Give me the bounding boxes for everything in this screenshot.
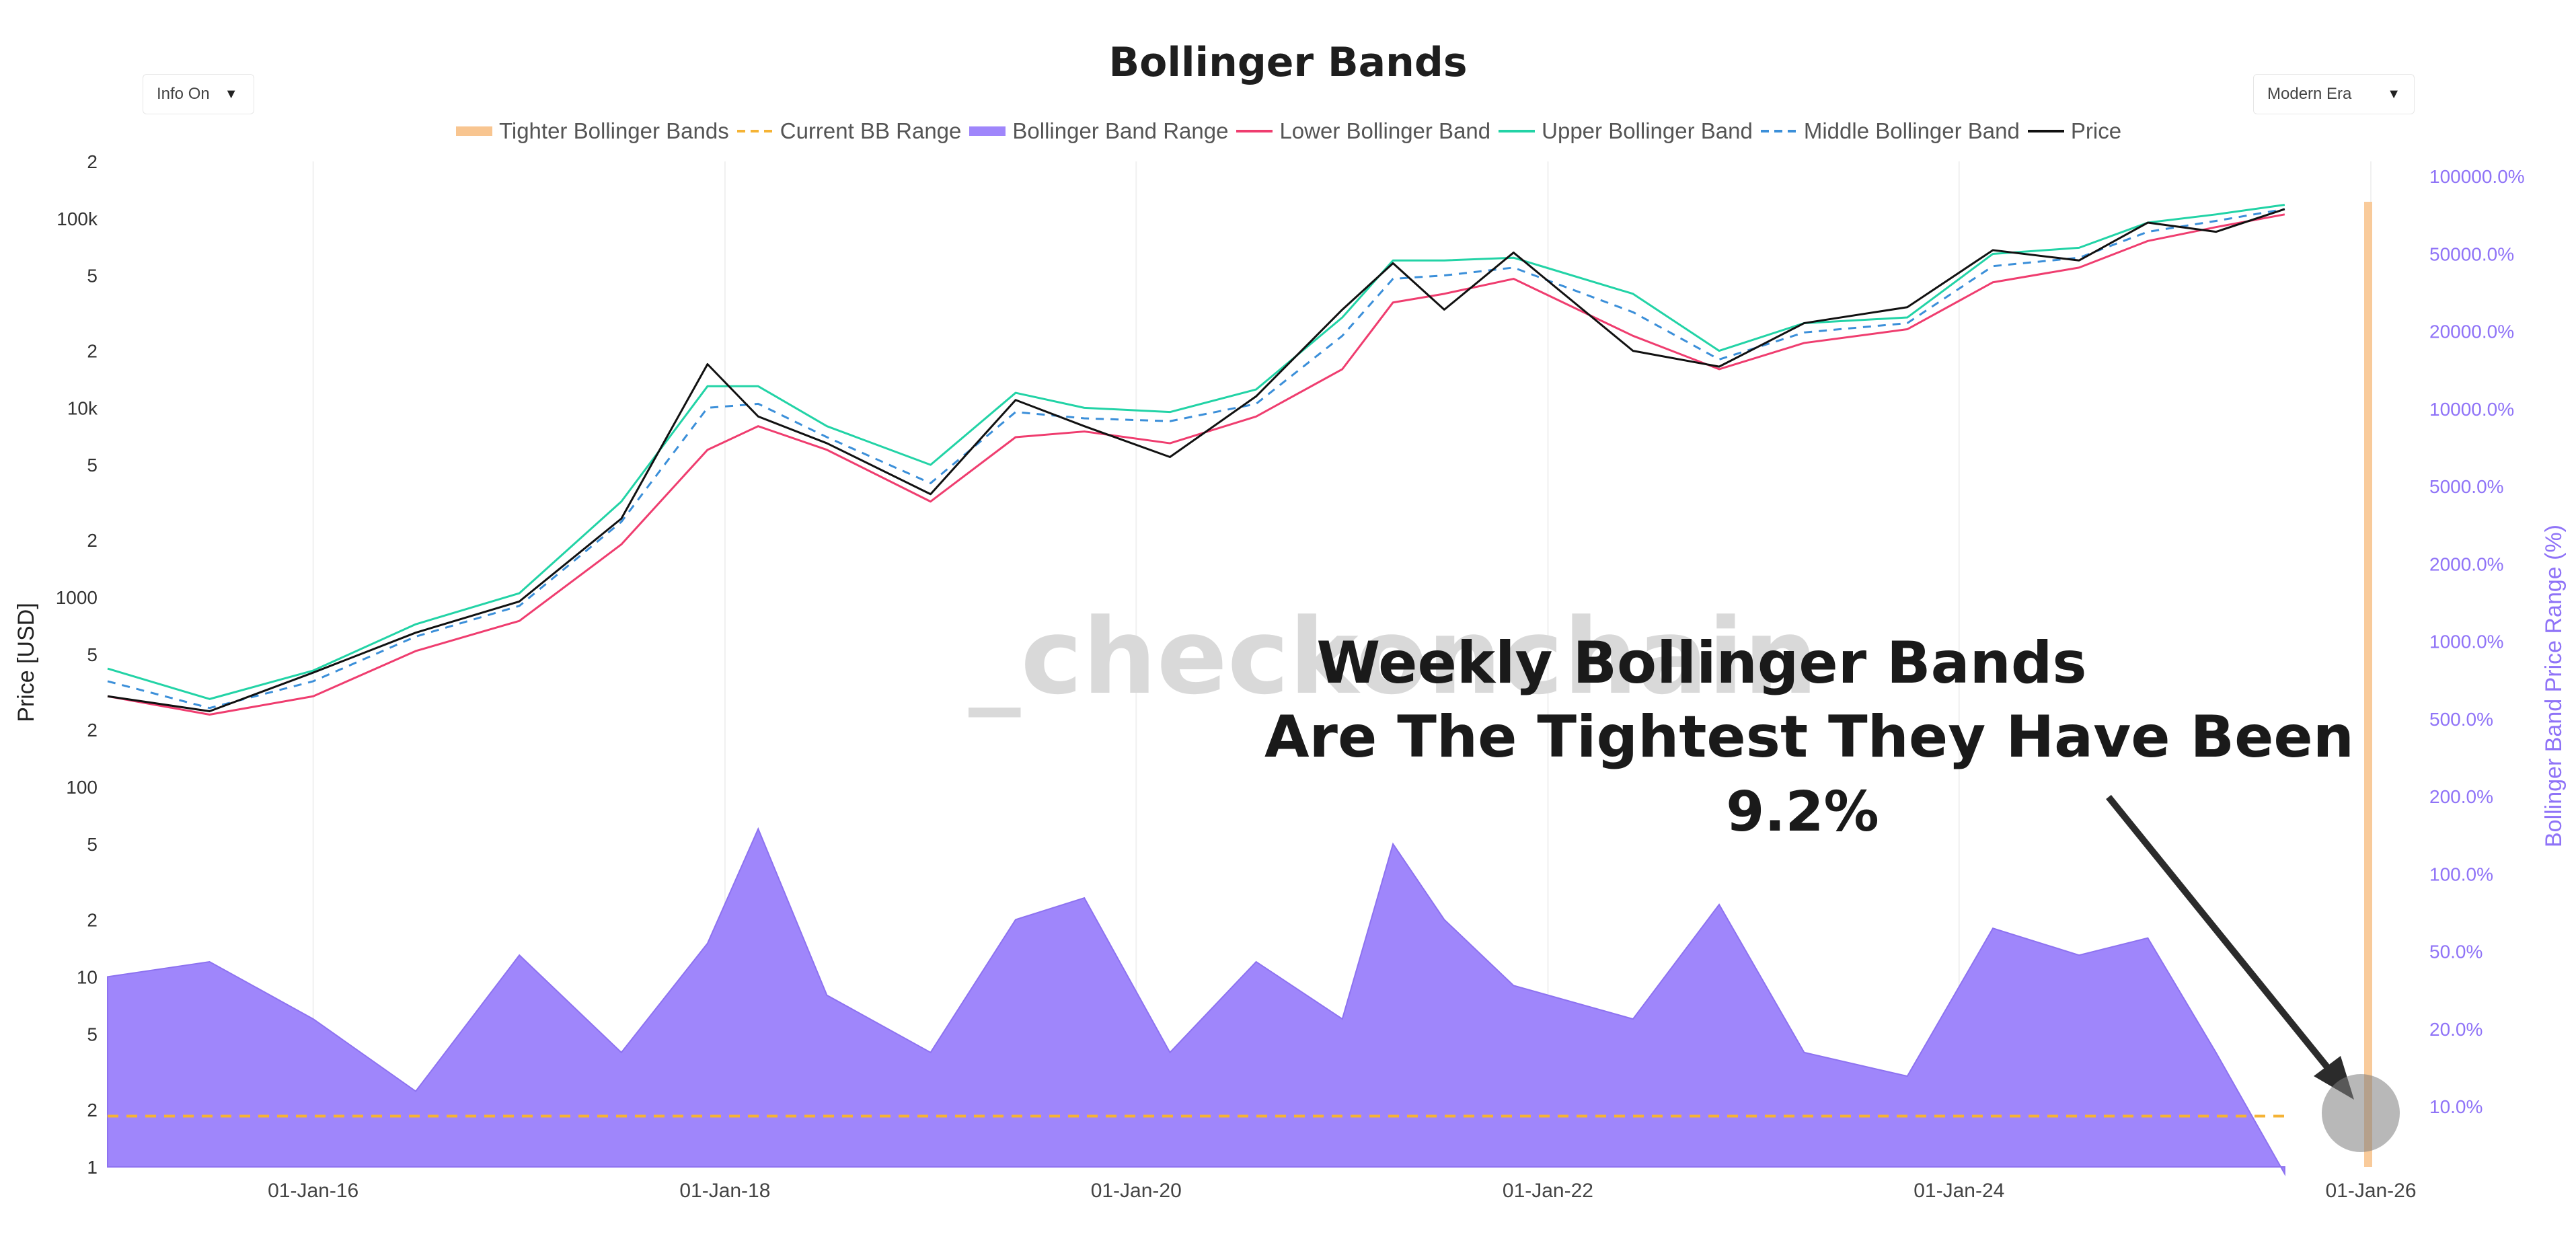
legend-label: Price [2070, 118, 2122, 143]
y-left-tick-label: 2 [87, 151, 98, 172]
legend-item[interactable]: Lower Bollinger Band [1235, 118, 1490, 144]
annotation-line-3: 9.2% [1726, 780, 1879, 844]
legend-swatch [2027, 130, 2064, 132]
legend-label: Lower Bollinger Band [1279, 118, 1491, 143]
y-left-tick-label: 1000 [56, 587, 98, 608]
y-left-tick-label: 100k [56, 208, 98, 229]
info-toggle-dropdown[interactable]: Info On ▼ [143, 74, 254, 114]
watermark: _checkonchain [969, 596, 1818, 718]
middle-bollinger-band-series [107, 208, 2285, 710]
y-left-tick-label: 5 [87, 266, 98, 287]
chart-legend: Tighter Bollinger Bands Current BB Range B… [0, 118, 2576, 144]
annotation-arrow [2106, 794, 2400, 1152]
y-right-tick-label: 20000.0% [2429, 321, 2514, 342]
chart-title: Bollinger Bands [1108, 39, 1468, 86]
y-left-range-tick-label: 100 [66, 777, 98, 798]
y-right-tick-label: 10.0% [2429, 1096, 2483, 1117]
y-right-tick-label: 5000.0% [2429, 476, 2504, 497]
legend-swatch [1760, 130, 1797, 132]
x-tick-label: 01-Jan-20 [1091, 1180, 1182, 1202]
y-right-tick-label: 100000.0% [2429, 166, 2525, 187]
x-tick-label: 01-Jan-16 [268, 1180, 358, 1202]
legend-label: Bollinger Band Range [1012, 118, 1229, 143]
legend-item[interactable]: Current BB Range [736, 118, 962, 144]
chevron-down-icon: ▼ [2387, 86, 2400, 102]
legend-label: Upper Bollinger Band [1542, 118, 1753, 143]
y-right-tick-label: 50.0% [2429, 942, 2483, 962]
lower-bollinger-band-series [107, 213, 2285, 716]
y-left-range-tick-label: 5 [87, 834, 98, 855]
bollinger-lines [107, 204, 2285, 716]
y-right-tick-label: 2000.0% [2429, 554, 2504, 574]
legend-label: Middle Bollinger Band [1803, 118, 2020, 143]
bb-range-area [107, 202, 2372, 1177]
legend-label: Tighter Bollinger Bands [498, 118, 729, 143]
legend-swatch [736, 130, 773, 132]
y-left-axis-title: Price [USD] [13, 603, 39, 722]
y-left-tick-label: 10k [67, 397, 98, 418]
chevron-down-icon: ▼ [224, 86, 238, 102]
y-left-tick-label: 2 [87, 720, 98, 740]
y-left-range-tick-label: 10 [77, 966, 98, 987]
y-right-axis-title: Bollinger Band Price Range (%) [2541, 525, 2567, 847]
y-right-tick-label: 10000.0% [2429, 399, 2514, 420]
x-tick-label: 01-Jan-26 [2325, 1180, 2416, 1202]
y-right-tick-label: 100.0% [2429, 864, 2493, 884]
y-right-tick-label: 500.0% [2429, 709, 2493, 730]
annotation-line-2: Are The Tightest They Have Been [1264, 703, 2354, 771]
legend-label: Current BB Range [780, 118, 962, 143]
y-left-range-tick-label: 2 [87, 1100, 98, 1120]
highlight-circle [2322, 1074, 2400, 1152]
legend-item[interactable]: Middle Bollinger Band [1759, 118, 2020, 144]
legend-swatch [1236, 130, 1273, 132]
tighter-bb-marker [2364, 202, 2372, 1167]
legend-swatch [455, 126, 492, 136]
arrow-shaft [2106, 794, 2340, 1082]
axes: 01-Jan-16 01-Jan-18 01-Jan-20 01-Jan-22 01-J… [13, 151, 2567, 1202]
y-left-tick-label: 2 [87, 341, 98, 362]
price-series [107, 208, 2285, 713]
era-select-label: Modern Era [2267, 85, 2352, 103]
x-tick-label: 01-Jan-18 [679, 1180, 770, 1202]
y-left-range-tick-label: 2 [87, 909, 98, 930]
y-left-tick-label: 2 [87, 530, 98, 551]
y-right-tick-label: 20.0% [2429, 1019, 2483, 1040]
legend-item[interactable]: Tighter Bollinger Bands [455, 118, 729, 144]
x-tick-label: 01-Jan-22 [1503, 1180, 1593, 1202]
x-tick-label: 01-Jan-24 [1914, 1180, 2004, 1202]
legend-item[interactable]: Bollinger Band Range [968, 118, 1228, 144]
info-toggle-label: Info On [157, 85, 210, 103]
annotation-line-1: Weekly Bollinger Bands [1316, 630, 2087, 697]
y-left-tick-label: 5 [87, 455, 98, 476]
legend-item[interactable]: Price [2026, 118, 2121, 144]
bb-range-series [107, 827, 2285, 1177]
upper-bollinger-band-series [107, 204, 2285, 700]
y-left-tick-label: 5 [87, 644, 98, 665]
legend-swatch [969, 126, 1006, 136]
era-select-dropdown[interactable]: Modern Era ▼ [2253, 74, 2415, 114]
legend-item[interactable]: Upper Bollinger Band [1497, 118, 1753, 144]
y-right-tick-label: 50000.0% [2429, 243, 2514, 264]
legend-swatch [1499, 130, 1536, 132]
y-left-range-tick-label: 1 [87, 1157, 98, 1178]
y-left-range-tick-label: 5 [87, 1024, 98, 1044]
y-right-tick-label: 200.0% [2429, 786, 2493, 807]
y-right-tick-label: 1000.0% [2429, 632, 2504, 652]
